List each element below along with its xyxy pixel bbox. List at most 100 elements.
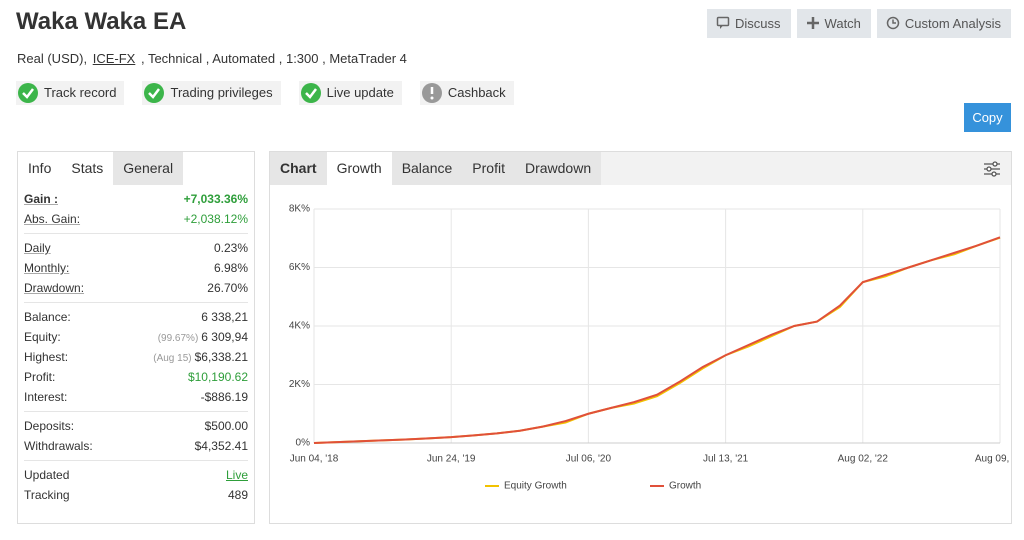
badge: Live update bbox=[298, 81, 402, 105]
stats-group: Gain : +7,033.36% Abs. Gain: +2,038.12% bbox=[24, 185, 248, 234]
stat-label: Equity: bbox=[24, 330, 61, 344]
stat-label: Withdrawals: bbox=[24, 439, 93, 453]
stat-row: Drawdown: 26.70% bbox=[24, 278, 248, 298]
x-tick-label: Jul 13, '21 bbox=[703, 454, 749, 465]
stat-label: Interest: bbox=[24, 390, 68, 404]
tab[interactable]: Chart bbox=[270, 152, 327, 185]
discuss-button[interactable]: Discuss bbox=[707, 9, 791, 38]
x-tick-label: Jun 04, '18 bbox=[290, 454, 339, 465]
check-icon bbox=[144, 83, 165, 103]
x-tick-label: Jul 06, '20 bbox=[566, 454, 612, 465]
stat-row: Balance: 6 338,21 bbox=[24, 307, 248, 327]
stat-value: (99.67%) 6 309,94 bbox=[158, 327, 248, 347]
button-label: Discuss bbox=[735, 16, 781, 31]
tab[interactable]: General bbox=[113, 152, 184, 185]
custom-analysis-button[interactable]: Custom Analysis bbox=[876, 9, 1011, 38]
chart-panel: Chart Growth Balance Profit Drawdown 0% 2K% 4K… bbox=[269, 151, 1012, 524]
badge: Trading privileges bbox=[142, 81, 281, 105]
settings-icon[interactable] bbox=[983, 160, 1001, 178]
x-tick-label: Aug 02, '22 bbox=[838, 454, 889, 465]
stat-value-text: $4,352.41 bbox=[194, 439, 248, 453]
series-line bbox=[313, 236, 1001, 444]
stat-value: $10,190.62 bbox=[188, 367, 248, 387]
stat-label: Profit: bbox=[24, 370, 56, 384]
stat-value-text: 0.23% bbox=[213, 241, 248, 255]
stats-group: Updated Live Tracking 489 bbox=[24, 461, 248, 509]
stat-value: $4,352.41 bbox=[195, 436, 248, 456]
badge-label: Trading privileges bbox=[170, 85, 273, 100]
warning-icon bbox=[421, 83, 442, 103]
copy-button[interactable]: Copy bbox=[964, 103, 1011, 132]
badge-label: Track record bbox=[44, 85, 117, 100]
legend-label: Equity Growth bbox=[504, 481, 567, 492]
stat-value: 6 338,21 bbox=[201, 307, 248, 327]
stat-label: Daily bbox=[24, 241, 51, 255]
tab[interactable]: Profit bbox=[462, 152, 515, 185]
y-tick-label: 2K% bbox=[289, 379, 310, 390]
stat-row: Deposits: $500.00 bbox=[24, 416, 248, 436]
stat-row: Interest: -$886.19 bbox=[24, 387, 248, 407]
stat-row: Highest: (Aug 15) $6,338.21 bbox=[24, 347, 248, 367]
stat-value: 489 bbox=[228, 485, 248, 505]
button-label: Custom Analysis bbox=[904, 16, 1001, 31]
stat-value: +2,038.12% bbox=[184, 209, 248, 229]
stat-value-text: +7,033.36% bbox=[183, 192, 248, 206]
stat-value-text: -$886.19 bbox=[200, 390, 248, 404]
badge-label: Cashback bbox=[447, 85, 506, 100]
stat-value-text: 6 338,21 bbox=[201, 310, 248, 324]
stat-row: Tracking 489 bbox=[24, 485, 248, 505]
y-tick-label: 6K% bbox=[289, 262, 310, 273]
info-prefix: Real (USD), bbox=[17, 51, 88, 66]
stat-label: Highest: bbox=[24, 350, 69, 364]
x-tick-label: Jun 24, '19 bbox=[427, 454, 476, 465]
check-icon bbox=[18, 83, 38, 103]
stat-row: Gain : +7,033.36% bbox=[24, 189, 248, 209]
badge-label: Live update bbox=[326, 85, 394, 100]
stat-value-text: 6.98% bbox=[213, 261, 248, 275]
info-suffix: , Technical , Automated , 1:300 , MetaTr… bbox=[140, 51, 407, 66]
stats-panel: Info Stats General Gain : +7,033.36% Abs. Ga… bbox=[17, 151, 255, 524]
stats-group: Deposits: $500.00 Withdrawals: $4,352.41 bbox=[24, 412, 248, 461]
badges: Track record Trading privileges Live updat… bbox=[16, 81, 514, 105]
x-tick-label: Aug 09, '23 bbox=[975, 454, 1011, 465]
tab[interactable]: Balance bbox=[391, 152, 463, 185]
stat-value: Live bbox=[226, 465, 248, 485]
stat-value: +7,033.36% bbox=[184, 189, 248, 209]
icon bbox=[806, 17, 819, 29]
stat-value: -$886.19 bbox=[201, 387, 248, 407]
stat-row: Withdrawals: $4,352.41 bbox=[24, 436, 248, 456]
stat-note: (99.67%) bbox=[157, 333, 199, 344]
stats-group: Daily 0.23% Monthly: 6.98% Drawdown: 26.70% bbox=[24, 234, 248, 303]
tab[interactable]: Drawdown bbox=[514, 152, 602, 185]
stat-value: (Aug 15) $6,338.21 bbox=[153, 347, 248, 367]
stats-group: Balance: 6 338,21 Equity: (99.67%) 6 309,94 H… bbox=[24, 303, 248, 412]
chart-tabs: Chart Growth Balance Profit Drawdown bbox=[270, 152, 1011, 185]
stat-label: Drawdown: bbox=[24, 281, 85, 295]
tab[interactable]: Info bbox=[18, 152, 62, 185]
stat-value: $500.00 bbox=[205, 416, 248, 436]
stat-note: (Aug 15) bbox=[153, 353, 192, 364]
stat-value-text: $6,338.21 bbox=[194, 350, 248, 364]
tab[interactable]: Stats bbox=[61, 152, 114, 185]
stats-list: Gain : +7,033.36% Abs. Gain: +2,038.12% Dail… bbox=[18, 185, 254, 509]
stat-value-text: $500.00 bbox=[204, 419, 248, 433]
stat-row: Updated Live bbox=[24, 465, 248, 485]
watch-button[interactable]: Watch bbox=[796, 9, 871, 38]
title: Waka Waka EA bbox=[16, 8, 187, 35]
stat-label: Gain : bbox=[24, 192, 59, 206]
tab[interactable]: Growth bbox=[326, 152, 392, 185]
stat-row: Monthly: 6.98% bbox=[24, 258, 248, 278]
check-icon bbox=[300, 83, 321, 103]
stat-value-text: Live bbox=[225, 468, 248, 482]
header-buttons: Discuss Watch Custom Analysis bbox=[707, 9, 1011, 38]
stat-label: Updated bbox=[24, 468, 70, 482]
stat-label: Deposits: bbox=[24, 419, 75, 433]
stat-label: Monthly: bbox=[24, 261, 70, 275]
broker-link[interactable]: ICE-FX bbox=[92, 51, 136, 66]
stat-row: Abs. Gain: +2,038.12% bbox=[24, 209, 248, 229]
stat-value: 26.70% bbox=[207, 278, 248, 298]
account-info: Real (USD), ICE-FX , Technical , Automat… bbox=[17, 51, 407, 66]
stat-value: 0.23% bbox=[214, 238, 248, 258]
icon bbox=[886, 16, 900, 30]
icon bbox=[716, 16, 730, 29]
